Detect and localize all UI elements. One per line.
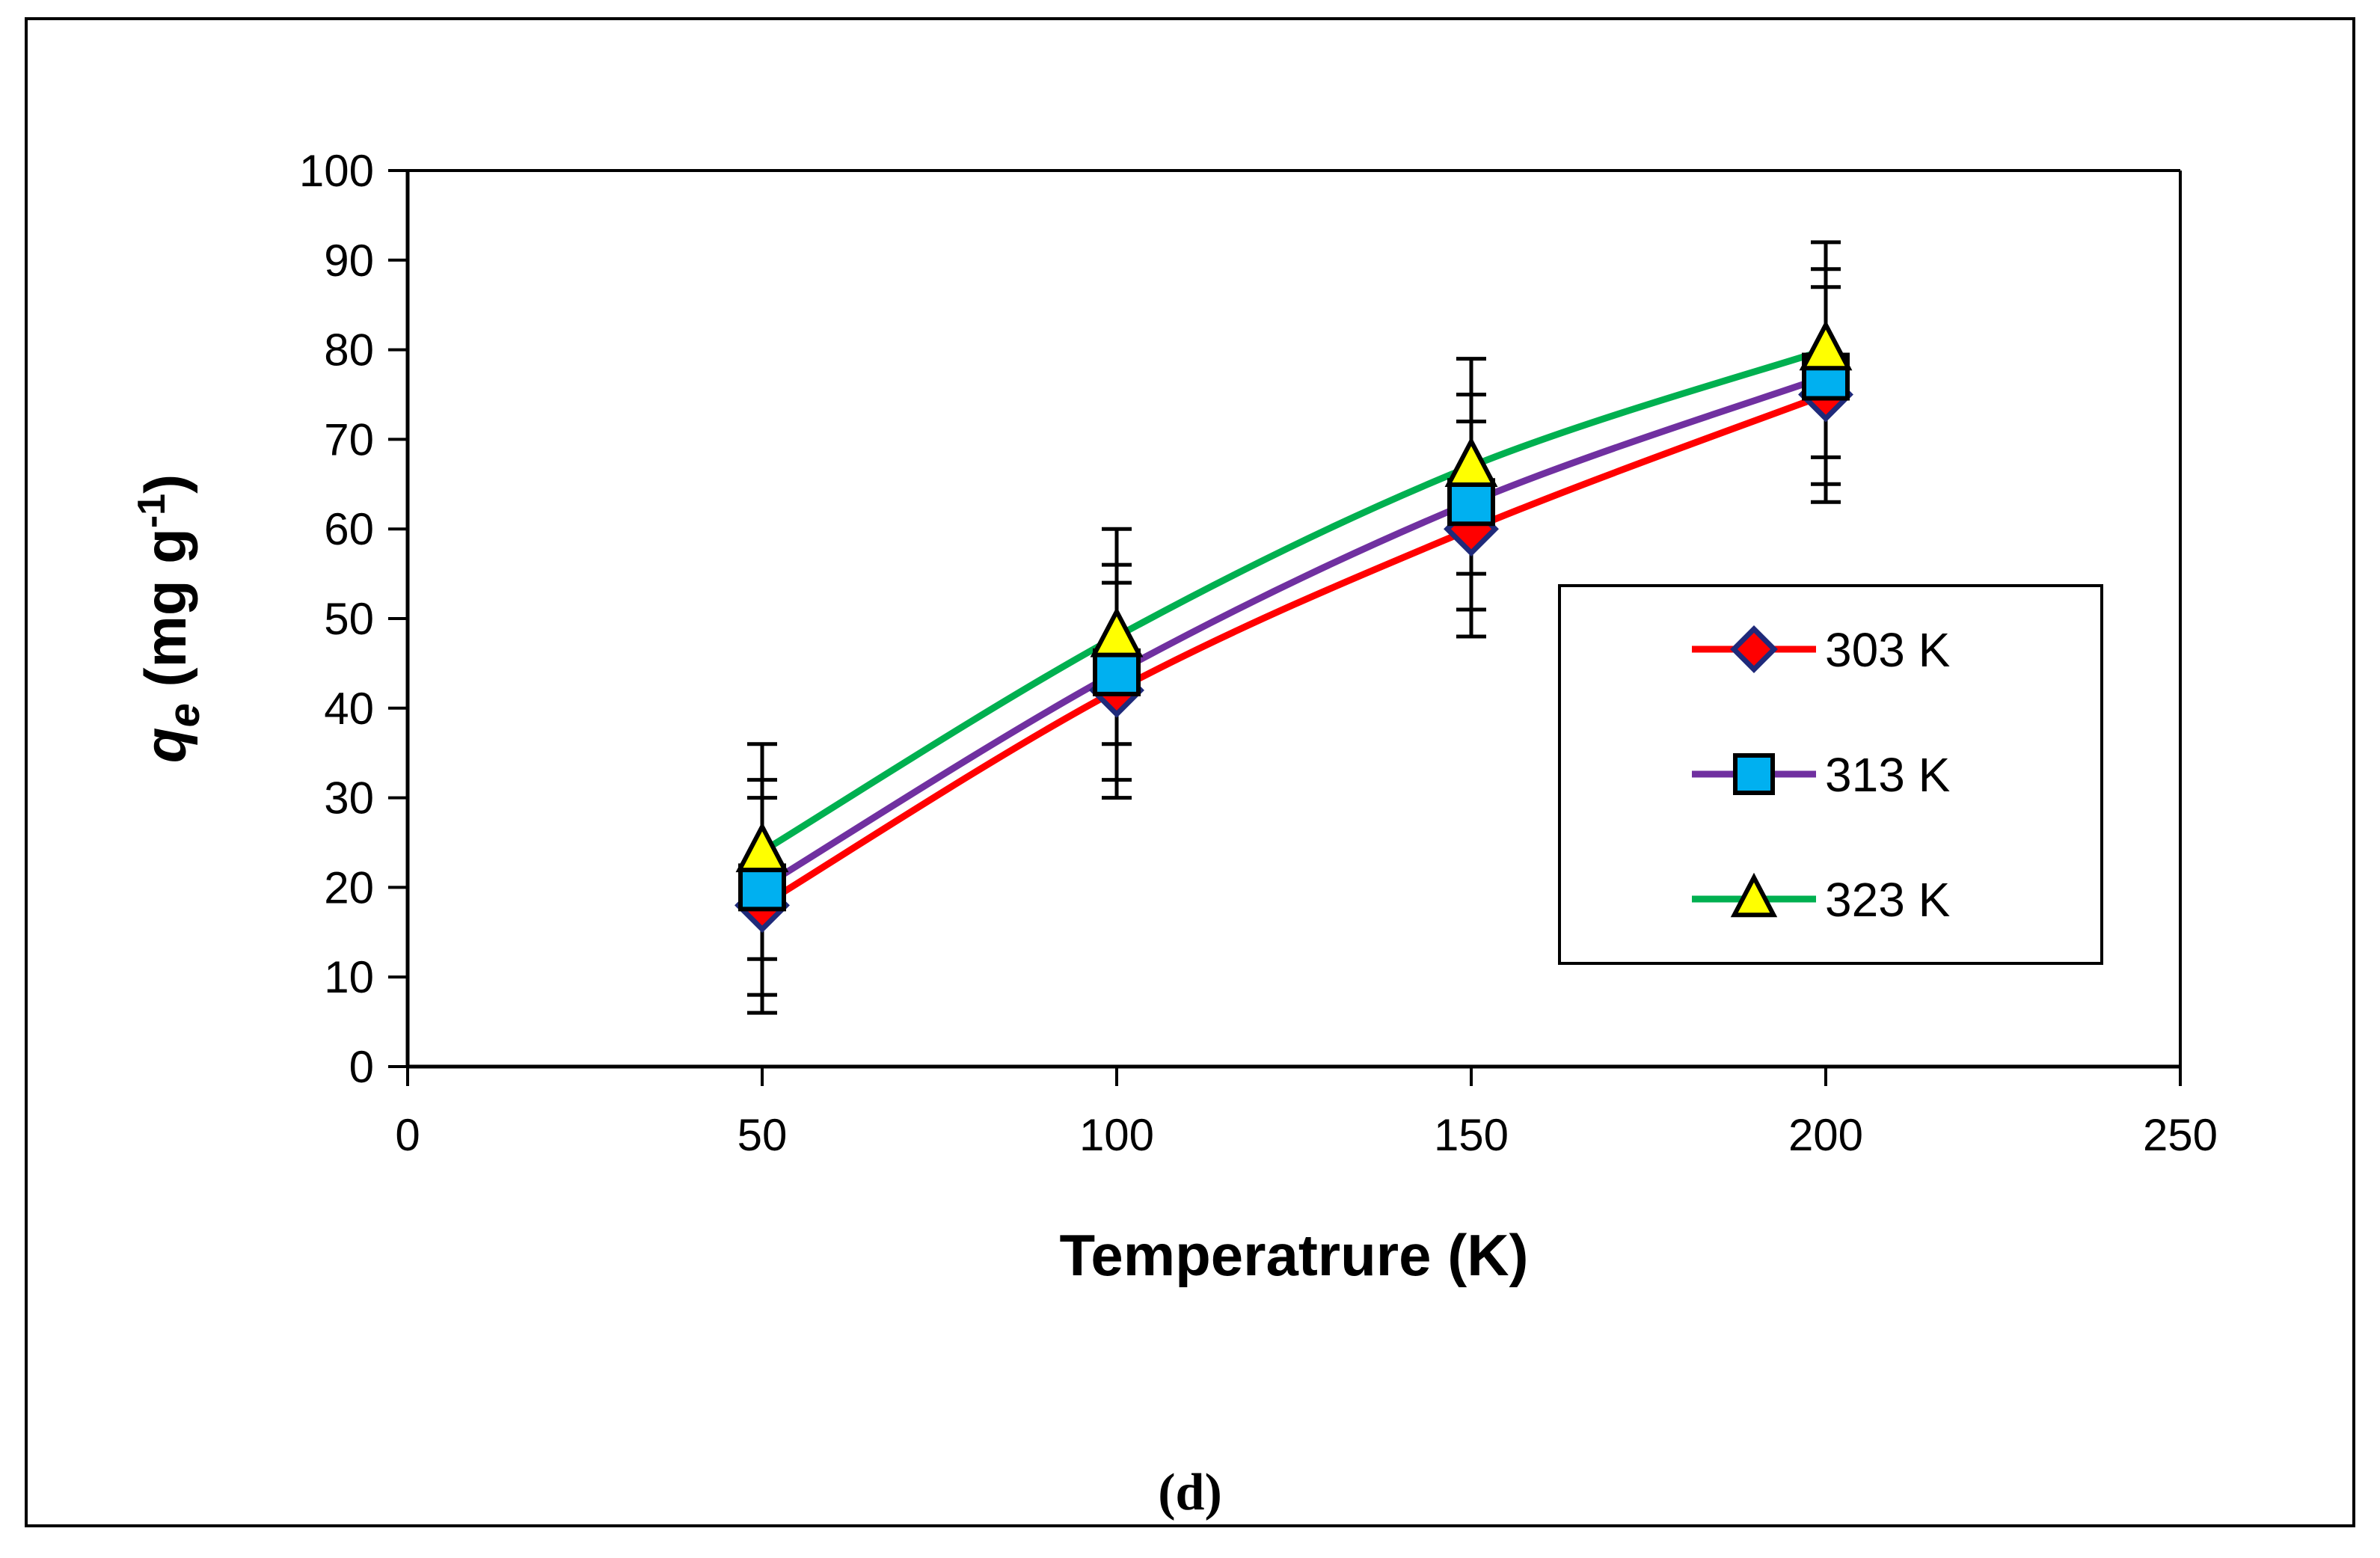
y-tick-label: 0 bbox=[349, 1042, 374, 1092]
data-point-323-k bbox=[1444, 436, 1498, 487]
figure-caption: (d) bbox=[1158, 1464, 1222, 1521]
y-axis-subscript: e bbox=[160, 703, 209, 727]
series-lines bbox=[758, 346, 1830, 909]
legend-marker bbox=[1730, 625, 1778, 673]
y-tick-label: 90 bbox=[324, 236, 374, 286]
y-axis-symbol: q bbox=[132, 727, 198, 763]
legend-marker bbox=[1730, 872, 1778, 918]
y-tick-label: 100 bbox=[299, 146, 374, 196]
x-axis-title: Temperatrure (K) bbox=[1059, 1222, 1528, 1288]
legend-entries: 303 K 313 K 323 K bbox=[1692, 623, 1950, 927]
x-tick-label: 100 bbox=[1079, 1110, 1154, 1160]
x-tick-label: 200 bbox=[1788, 1110, 1863, 1160]
y-axis-units-close: ) bbox=[132, 474, 198, 494]
y-tick-label: 80 bbox=[324, 325, 374, 375]
series-line-313-k bbox=[758, 373, 1830, 891]
legend-box bbox=[1558, 584, 2103, 965]
x-tick-label: 250 bbox=[2143, 1110, 2218, 1160]
y-tick-label: 10 bbox=[324, 952, 374, 1002]
series-line-303-k bbox=[758, 391, 1830, 909]
x-ticks: 0 50 100 150 200 250 bbox=[395, 1067, 2218, 1160]
legend-marker bbox=[1733, 753, 1775, 795]
legend-label: 303 K bbox=[1825, 623, 1950, 677]
plot-area: 0 10 20 30 40 50 60 70 80 90 100 0 50 100 150 200 250 bbox=[299, 146, 2218, 1160]
data-point-323-k bbox=[735, 821, 789, 873]
series-line-323-k bbox=[758, 346, 1830, 855]
x-tick-label: 50 bbox=[737, 1110, 788, 1160]
data-point-313-k bbox=[1093, 648, 1141, 696]
y-tick-label: 60 bbox=[324, 504, 374, 554]
data-point-323-k bbox=[1799, 319, 1853, 371]
legend-label: 323 K bbox=[1825, 873, 1950, 927]
y-tick-label: 70 bbox=[324, 414, 374, 464]
y-tick-label: 20 bbox=[324, 862, 374, 913]
y-tick-label: 50 bbox=[324, 594, 374, 644]
x-tick-label: 0 bbox=[395, 1110, 420, 1160]
y-tick-label: 30 bbox=[324, 773, 374, 824]
data-point-323-k bbox=[1090, 607, 1144, 657]
series-markers bbox=[734, 319, 1853, 933]
y-axis-units: (mg g bbox=[132, 528, 198, 703]
y-axis-units-exponent: -1 bbox=[130, 494, 174, 528]
x-tick-label: 150 bbox=[1434, 1110, 1509, 1160]
legend: 303 K 313 K 323 K bbox=[1558, 584, 2103, 965]
y-tick-label: 40 bbox=[324, 684, 374, 734]
y-ticks: 0 10 20 30 40 50 60 70 80 90 100 bbox=[299, 146, 408, 1092]
legend-label: 313 K bbox=[1825, 748, 1950, 802]
y-axis-title: qe (mg g-1) bbox=[130, 474, 209, 763]
